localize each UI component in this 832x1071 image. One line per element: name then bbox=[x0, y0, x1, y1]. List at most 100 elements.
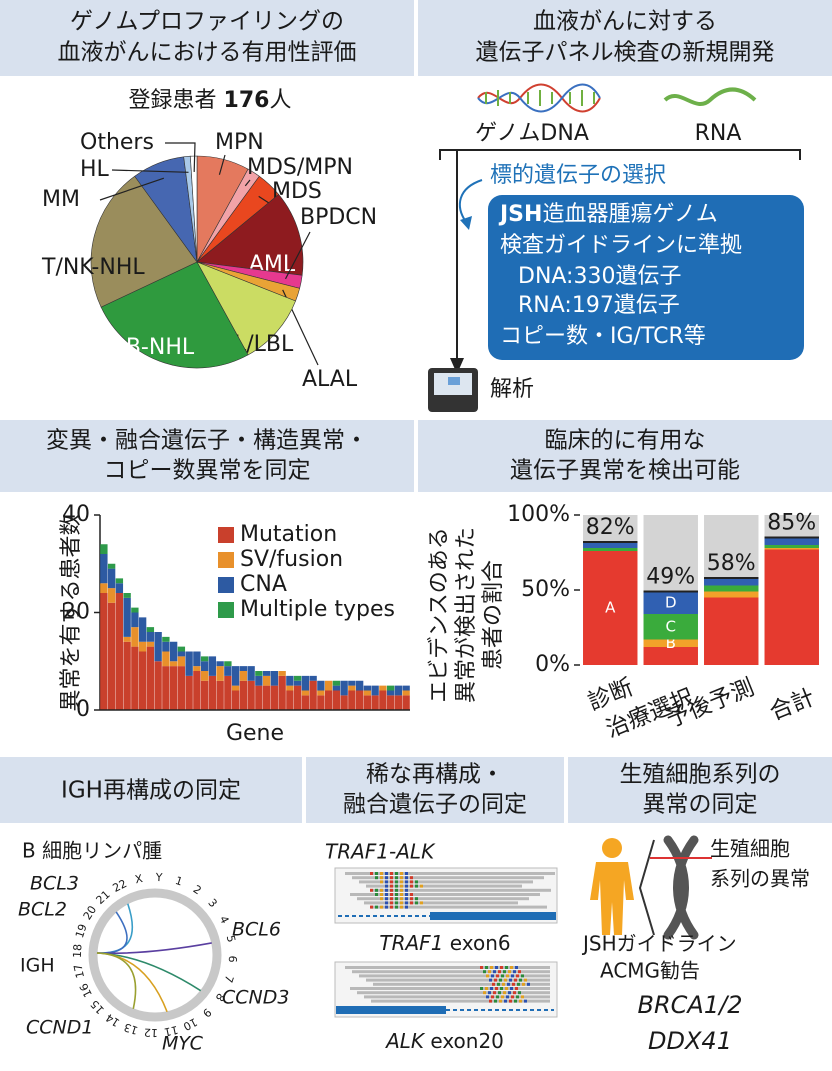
header-bg bbox=[0, 0, 414, 76]
mismatch bbox=[501, 995, 504, 999]
mismatch bbox=[503, 991, 506, 995]
mismatch bbox=[375, 888, 378, 892]
mismatch bbox=[493, 970, 496, 974]
bar-segment bbox=[231, 690, 240, 710]
bar-segment bbox=[293, 680, 302, 686]
mismatch bbox=[380, 905, 383, 909]
bar-segment bbox=[371, 685, 379, 696]
bar-segment bbox=[100, 583, 108, 593]
mismatch bbox=[480, 987, 483, 990]
chromosome-label: 9 bbox=[200, 1005, 214, 1019]
read bbox=[345, 966, 550, 969]
bar-segment bbox=[355, 690, 364, 710]
bar-segment bbox=[262, 675, 271, 686]
human-head bbox=[602, 838, 622, 858]
chromosome-label: Y bbox=[154, 871, 163, 884]
mismatch bbox=[385, 876, 388, 880]
mismatch bbox=[499, 978, 502, 982]
mismatch bbox=[400, 901, 403, 905]
bar-segment bbox=[115, 583, 124, 593]
mismatch bbox=[405, 897, 408, 901]
bar-segment bbox=[216, 666, 224, 681]
pie-label: ALAL bbox=[302, 367, 358, 392]
mismatch bbox=[385, 884, 388, 888]
mismatch bbox=[380, 888, 383, 892]
bar-segment bbox=[363, 690, 372, 696]
bar-segment bbox=[200, 680, 209, 710]
flow-arrow bbox=[450, 358, 464, 374]
helix-strand bbox=[477, 83, 601, 113]
header-bg bbox=[418, 0, 832, 76]
bar-segment bbox=[177, 646, 186, 652]
mismatch bbox=[483, 970, 486, 974]
read bbox=[373, 888, 551, 892]
header-title: 臨床的に有用な bbox=[545, 428, 706, 454]
bar-segment bbox=[379, 685, 387, 691]
mismatch bbox=[375, 893, 378, 896]
mismatch bbox=[390, 876, 393, 880]
helix-rungs bbox=[485, 90, 595, 106]
pie-label: HL bbox=[80, 157, 110, 182]
bar-segment bbox=[255, 671, 263, 676]
chromosome-label: 10 bbox=[181, 1015, 199, 1033]
mismatch bbox=[490, 966, 493, 969]
bar-segment bbox=[154, 632, 162, 662]
mismatch bbox=[405, 876, 408, 880]
chromosome-label: 3 bbox=[205, 896, 219, 910]
mismatch bbox=[380, 897, 383, 901]
mismatch bbox=[385, 901, 388, 905]
header-title: 稀な再構成・ bbox=[366, 762, 504, 788]
chromosome-label: 17 bbox=[71, 963, 87, 979]
read bbox=[364, 995, 550, 999]
segment-label: D bbox=[665, 593, 677, 611]
read bbox=[352, 876, 544, 880]
header-title: ゲノムプロファイリングの bbox=[70, 9, 344, 35]
mismatch bbox=[504, 999, 507, 1003]
bar-segment bbox=[286, 690, 294, 710]
mismatch bbox=[490, 987, 493, 990]
mismatch bbox=[400, 880, 403, 884]
gene-label: BCL2 bbox=[18, 899, 67, 921]
mismatch bbox=[515, 987, 518, 990]
mismatch bbox=[510, 966, 513, 969]
bar-segment bbox=[107, 568, 116, 589]
mismatch bbox=[410, 884, 413, 888]
mismatch bbox=[400, 872, 403, 875]
bar-segment bbox=[286, 685, 294, 691]
bar-segment bbox=[386, 690, 395, 696]
header-title: コピー数異常を同定 bbox=[104, 458, 311, 484]
header-title: 血液がんに対する bbox=[533, 9, 717, 35]
mismatch bbox=[390, 901, 393, 905]
bar-segment bbox=[309, 675, 317, 681]
exon-number: exon6 bbox=[450, 931, 511, 955]
bar-segment bbox=[255, 675, 263, 686]
header-title: IGH再構成の同定 bbox=[61, 778, 241, 804]
header-bg bbox=[306, 757, 564, 823]
bar-segment bbox=[317, 690, 325, 696]
mismatch bbox=[489, 978, 492, 982]
mismatch bbox=[405, 905, 408, 909]
mismatch bbox=[517, 982, 520, 986]
mismatch bbox=[395, 884, 398, 888]
bar-segment bbox=[363, 685, 372, 691]
pie-label: Others bbox=[80, 130, 154, 155]
header-title: 血液がんにおける有用性評価 bbox=[58, 40, 357, 66]
mismatch bbox=[380, 880, 383, 884]
mismatch bbox=[518, 991, 521, 995]
bar-segment bbox=[332, 680, 341, 686]
bar-segment bbox=[169, 666, 178, 710]
pie-label: MDS/MPN bbox=[247, 155, 353, 180]
mismatch bbox=[495, 987, 498, 990]
pie-label: BPDCN bbox=[300, 205, 377, 230]
fusion-name: TRAF1-ALK bbox=[325, 840, 436, 864]
segment-label: A bbox=[605, 599, 616, 617]
read bbox=[359, 880, 533, 884]
bar-segment bbox=[583, 542, 638, 548]
mismatch bbox=[494, 999, 497, 1003]
bar-segment bbox=[200, 656, 209, 662]
mismatch bbox=[516, 995, 519, 999]
registered-number: 176 bbox=[224, 88, 270, 113]
bar-segment bbox=[286, 675, 294, 686]
